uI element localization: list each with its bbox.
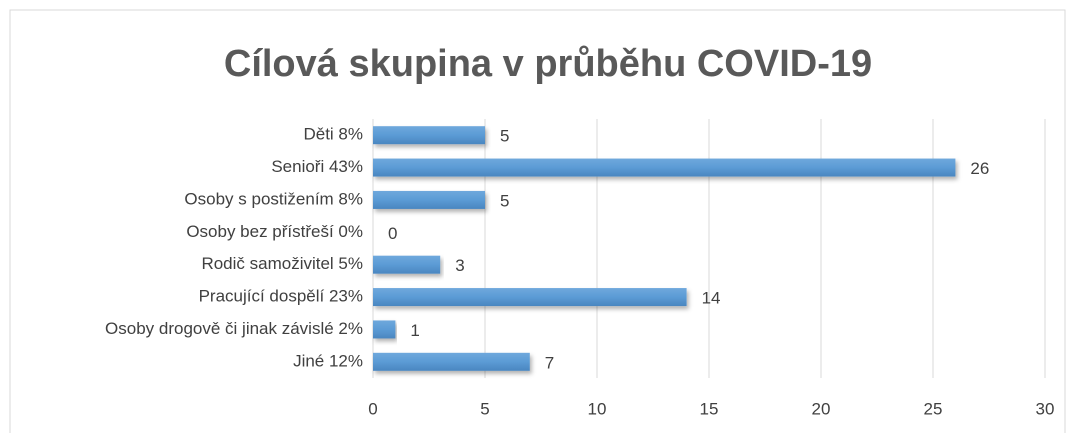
y-tick-label: Pracující dospělí 23% (199, 287, 363, 306)
bar (373, 158, 956, 177)
data-label: 0 (388, 224, 397, 243)
y-tick-label: Jiné 12% (293, 351, 363, 370)
data-label: 14 (702, 289, 721, 308)
bar (373, 288, 687, 307)
x-tick-label: 5 (480, 399, 489, 418)
x-tick-label: 15 (700, 399, 719, 418)
x-tick-label: 10 (588, 399, 607, 418)
data-label: 26 (970, 159, 989, 178)
data-label: 5 (500, 127, 509, 146)
data-label: 5 (500, 191, 509, 210)
data-label: 3 (455, 256, 464, 275)
bar (373, 352, 530, 371)
x-tick-label: 20 (812, 399, 831, 418)
y-tick-label: Osoby s postižením 8% (184, 189, 363, 208)
x-tick-label: 0 (368, 399, 377, 418)
data-label: 7 (545, 353, 554, 372)
bar (373, 320, 396, 339)
y-tick-label: Senioři 43% (271, 157, 363, 176)
x-tick-label: 30 (1036, 399, 1055, 418)
y-tick-label: Osoby drogově či jinak závislé 2% (105, 319, 363, 338)
bar (373, 126, 485, 145)
y-tick-label: Osoby bez přístřeší 0% (186, 222, 363, 241)
y-tick-label: Rodič samoživitel 5% (201, 254, 363, 273)
chart-border (9, 9, 1066, 433)
x-tick-label: 25 (924, 399, 943, 418)
bar (373, 190, 485, 209)
data-label: 1 (410, 321, 419, 340)
chart-title: Cílová skupina v průběhu COVID-19 (224, 43, 872, 85)
bar (373, 255, 441, 274)
y-tick-label: Děti 8% (303, 125, 363, 144)
